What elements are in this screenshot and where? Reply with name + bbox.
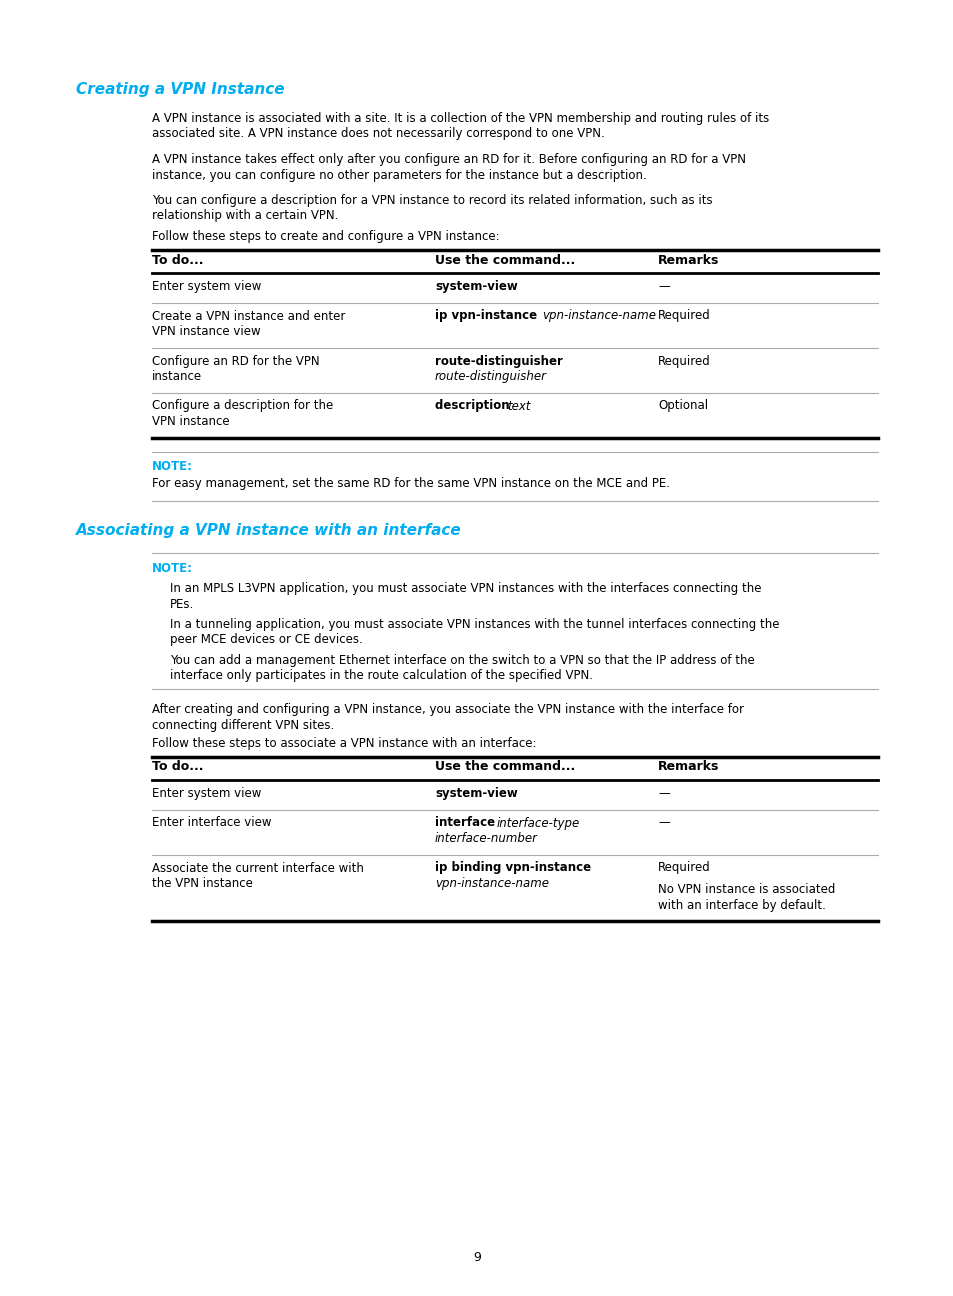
- Text: Enter system view: Enter system view: [152, 280, 261, 293]
- Text: PEs.: PEs.: [170, 597, 194, 610]
- Text: the VPN instance: the VPN instance: [152, 877, 253, 890]
- Text: Optional: Optional: [658, 399, 707, 412]
- Text: Required: Required: [658, 862, 710, 875]
- Text: system-view: system-view: [435, 787, 517, 800]
- Text: In an MPLS L3VPN application, you must associate VPN instances with the interfac: In an MPLS L3VPN application, you must a…: [170, 582, 760, 595]
- Text: VPN instance: VPN instance: [152, 415, 230, 428]
- Text: For easy management, set the same RD for the same VPN instance on the MCE and PE: For easy management, set the same RD for…: [152, 477, 669, 490]
- Text: Use the command...: Use the command...: [435, 761, 575, 774]
- Text: Follow these steps to create and configure a VPN instance:: Follow these steps to create and configu…: [152, 229, 499, 244]
- Text: Configure an RD for the VPN: Configure an RD for the VPN: [152, 355, 319, 368]
- Text: You can add a management Ethernet interface on the switch to a VPN so that the I: You can add a management Ethernet interf…: [170, 654, 754, 667]
- Text: Configure a description for the: Configure a description for the: [152, 399, 333, 412]
- Text: In a tunneling application, you must associate VPN instances with the tunnel int: In a tunneling application, you must ass…: [170, 618, 779, 631]
- Text: with an interface by default.: with an interface by default.: [658, 898, 825, 911]
- Text: interface only participates in the route calculation of the specified VPN.: interface only participates in the route…: [170, 670, 593, 683]
- Text: Associating a VPN instance with an interface: Associating a VPN instance with an inter…: [76, 522, 461, 538]
- Text: peer MCE devices or CE devices.: peer MCE devices or CE devices.: [170, 634, 362, 647]
- Text: A VPN instance is associated with a site. It is a collection of the VPN membersh: A VPN instance is associated with a site…: [152, 111, 768, 124]
- Text: vpn-instance-name: vpn-instance-name: [541, 310, 656, 323]
- Text: ip vpn-instance: ip vpn-instance: [435, 310, 540, 323]
- Text: ip binding vpn-instance: ip binding vpn-instance: [435, 862, 591, 875]
- Text: 9: 9: [473, 1251, 480, 1264]
- Text: interface: interface: [435, 816, 498, 829]
- Text: Creating a VPN Instance: Creating a VPN Instance: [76, 82, 284, 97]
- Text: Create a VPN instance and enter: Create a VPN instance and enter: [152, 310, 345, 323]
- Text: route-distinguisher: route-distinguisher: [435, 369, 546, 384]
- Text: Associate the current interface with: Associate the current interface with: [152, 862, 363, 875]
- Text: interface-type: interface-type: [497, 816, 579, 829]
- Text: vpn-instance-name: vpn-instance-name: [435, 877, 548, 890]
- Text: associated site. A VPN instance does not necessarily correspond to one VPN.: associated site. A VPN instance does not…: [152, 127, 604, 140]
- Text: —: —: [658, 280, 669, 293]
- Text: You can configure a description for a VPN instance to record its related informa: You can configure a description for a VP…: [152, 194, 712, 207]
- Text: system-view: system-view: [435, 280, 517, 293]
- Text: Enter system view: Enter system view: [152, 787, 261, 800]
- Text: connecting different VPN sites.: connecting different VPN sites.: [152, 718, 334, 731]
- Text: Required: Required: [658, 355, 710, 368]
- Text: description: description: [435, 399, 514, 412]
- Text: Required: Required: [658, 310, 710, 323]
- Text: —: —: [658, 816, 669, 829]
- Text: Enter interface view: Enter interface view: [152, 816, 272, 829]
- Text: VPN instance view: VPN instance view: [152, 325, 260, 338]
- Text: NOTE:: NOTE:: [152, 460, 193, 473]
- Text: A VPN instance takes effect only after you configure an RD for it. Before config: A VPN instance takes effect only after y…: [152, 153, 745, 166]
- Text: interface-number: interface-number: [435, 832, 537, 845]
- Text: Follow these steps to associate a VPN instance with an interface:: Follow these steps to associate a VPN in…: [152, 737, 536, 750]
- Text: instance: instance: [152, 369, 202, 384]
- Text: route-distinguisher: route-distinguisher: [435, 355, 562, 368]
- Text: Remarks: Remarks: [658, 761, 719, 774]
- Text: —: —: [658, 787, 669, 800]
- Text: NOTE:: NOTE:: [152, 562, 193, 575]
- Text: text: text: [506, 399, 530, 412]
- Text: Use the command...: Use the command...: [435, 254, 575, 267]
- Text: No VPN instance is associated: No VPN instance is associated: [658, 883, 835, 896]
- Text: After creating and configuring a VPN instance, you associate the VPN instance wi: After creating and configuring a VPN ins…: [152, 702, 743, 715]
- Text: To do...: To do...: [152, 761, 203, 774]
- Text: instance, you can configure no other parameters for the instance but a descripti: instance, you can configure no other par…: [152, 168, 646, 181]
- Text: Remarks: Remarks: [658, 254, 719, 267]
- Text: relationship with a certain VPN.: relationship with a certain VPN.: [152, 210, 338, 223]
- Text: To do...: To do...: [152, 254, 203, 267]
